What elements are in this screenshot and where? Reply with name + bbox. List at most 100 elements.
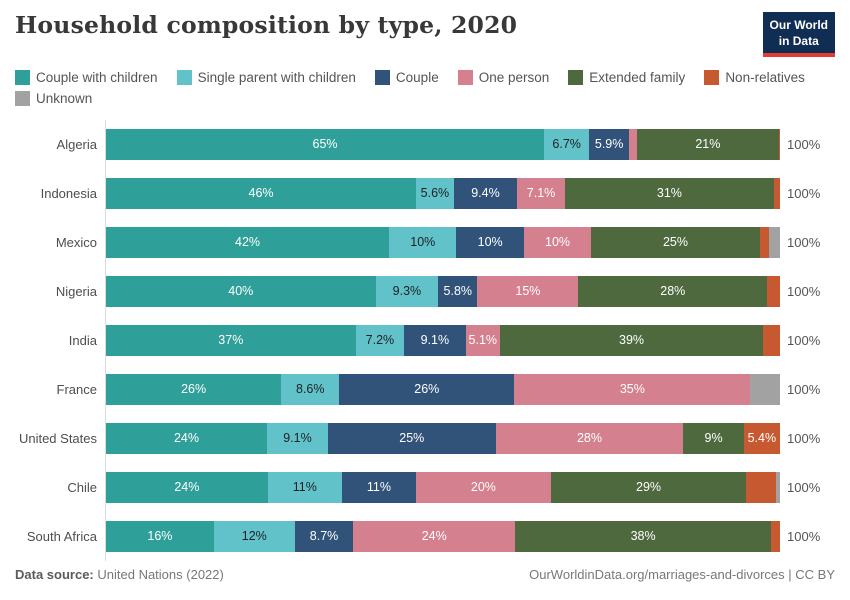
bar-segment-couple[interactable]: 9.4% bbox=[453, 178, 518, 210]
bar-segment-couple-with-children[interactable]: 65% bbox=[106, 129, 545, 161]
segment-value-label: 46% bbox=[248, 186, 274, 201]
bar-segment-single-parent-with-children[interactable]: 10% bbox=[389, 227, 457, 259]
bar-segment-extended-family[interactable]: 29% bbox=[550, 472, 747, 504]
segment-value-label: 9% bbox=[704, 431, 723, 446]
bar-segment-one-person[interactable]: 20% bbox=[416, 472, 551, 504]
legend-item-label: One person bbox=[478, 70, 550, 86]
bar-segment-non-relatives[interactable] bbox=[763, 325, 780, 357]
chart-row: Mexico 42% 10% 10% 10% 25% 100% bbox=[15, 218, 835, 268]
bar-segment-one-person[interactable]: 5.1% bbox=[465, 325, 500, 357]
stacked-bar: 16% 12% 8.7% 24% 38% bbox=[106, 521, 780, 553]
chart-row: France 26% 8.6% 26% 35% 100% bbox=[15, 365, 835, 415]
chart-row: Algeria 65% 6.7% 5.9% 21% 100% bbox=[15, 120, 835, 170]
bar-segment-non-relatives[interactable] bbox=[771, 521, 780, 553]
stacked-bar: 46% 5.6% 9.4% 7.1% 31% bbox=[106, 178, 780, 210]
bar-segment-single-parent-with-children[interactable]: 11% bbox=[267, 472, 342, 504]
total-label: 100% bbox=[787, 480, 821, 496]
owid-logo-line2: in Data bbox=[778, 33, 819, 48]
segment-value-label: 16% bbox=[147, 529, 173, 544]
bar-segment-non-relatives[interactable] bbox=[759, 227, 769, 259]
segment-value-label: 5.9% bbox=[594, 137, 624, 152]
bar-segment-non-relatives[interactable] bbox=[767, 276, 780, 308]
segment-value-label: 7.1% bbox=[526, 186, 556, 201]
bar-segment-non-relatives[interactable]: 5.4% bbox=[743, 423, 780, 455]
bar-segment-single-parent-with-children[interactable]: 6.7% bbox=[544, 129, 590, 161]
bar-segment-couple[interactable]: 9.1% bbox=[404, 325, 466, 357]
bar-segment-couple-with-children[interactable]: 26% bbox=[106, 374, 282, 406]
bar-segment-couple[interactable]: 26% bbox=[339, 374, 515, 406]
bar-segment-couple-with-children[interactable]: 24% bbox=[106, 423, 267, 455]
bar-segment-non-relatives[interactable] bbox=[746, 472, 776, 504]
legend-swatch-icon bbox=[15, 70, 30, 86]
bar-segment-couple-with-children[interactable]: 16% bbox=[106, 521, 214, 553]
bar-segment-extended-family[interactable]: 38% bbox=[515, 521, 772, 553]
bar-segment-single-parent-with-children[interactable]: 8.6% bbox=[281, 374, 340, 406]
bar-segment-one-person[interactable]: 35% bbox=[514, 374, 751, 406]
bar-segment-one-person[interactable] bbox=[629, 129, 638, 161]
bar-segment-extended-family[interactable]: 28% bbox=[578, 276, 768, 308]
stacked-bar: 42% 10% 10% 10% 25% bbox=[106, 227, 780, 259]
total-label: 100% bbox=[787, 284, 821, 300]
bar-segment-couple[interactable]: 25% bbox=[327, 423, 496, 455]
bar-segment-couple[interactable]: 5.9% bbox=[589, 129, 630, 161]
bar-segment-single-parent-with-children[interactable]: 9.1% bbox=[266, 423, 328, 455]
country-label: Indonesia bbox=[40, 186, 97, 202]
bar-segment-one-person[interactable]: 15% bbox=[477, 276, 579, 308]
bar-segment-unknown[interactable] bbox=[750, 374, 780, 406]
segment-value-label: 10% bbox=[477, 235, 503, 250]
country-label: France bbox=[56, 382, 97, 398]
segment-value-label: 10% bbox=[410, 235, 436, 250]
bar-segment-couple-with-children[interactable]: 42% bbox=[106, 227, 390, 259]
bar-segment-unknown[interactable] bbox=[768, 227, 780, 259]
bar-segment-couple[interactable]: 5.8% bbox=[438, 276, 478, 308]
bar-segment-single-parent-with-children[interactable]: 7.2% bbox=[355, 325, 405, 357]
segment-value-label: 8.7% bbox=[309, 529, 339, 544]
bar-segment-extended-family[interactable]: 39% bbox=[499, 325, 764, 357]
bar-segment-extended-family[interactable]: 9% bbox=[683, 423, 744, 455]
bar-segment-couple[interactable]: 10% bbox=[456, 227, 524, 259]
legend-swatch-icon bbox=[176, 70, 192, 86]
bar-segment-extended-family[interactable]: 25% bbox=[591, 227, 760, 259]
segment-value-label: 9.1% bbox=[420, 333, 450, 348]
segment-value-label: 24% bbox=[173, 431, 199, 446]
segment-value-label: 9.3% bbox=[392, 284, 422, 299]
bar-segment-one-person[interactable]: 7.1% bbox=[517, 178, 565, 210]
bar-segment-couple[interactable]: 11% bbox=[341, 472, 416, 504]
segment-value-label: 10% bbox=[545, 235, 571, 250]
bar-segment-couple[interactable]: 8.7% bbox=[294, 521, 354, 553]
segment-value-label: 28% bbox=[576, 431, 603, 446]
bar-segment-single-parent-with-children[interactable]: 9.3% bbox=[375, 276, 439, 308]
credit-link[interactable]: OurWorldinData.org/marriages-and-divorce… bbox=[529, 567, 835, 582]
segment-value-label: 42% bbox=[235, 235, 261, 250]
segment-value-label: 28% bbox=[660, 284, 686, 299]
bar-segment-couple-with-children[interactable]: 40% bbox=[106, 276, 376, 308]
bar-segment-extended-family[interactable]: 21% bbox=[637, 129, 779, 161]
bar-segment-one-person[interactable]: 24% bbox=[353, 521, 516, 553]
legend-item-non-relatives: Non-relatives bbox=[704, 70, 805, 86]
bar-segment-single-parent-with-children[interactable]: 5.6% bbox=[416, 178, 454, 210]
bar-segment-single-parent-with-children[interactable]: 12% bbox=[213, 521, 295, 553]
country-label: South Africa bbox=[26, 529, 97, 545]
segment-value-label: 9.1% bbox=[283, 431, 312, 446]
bar-segment-couple-with-children[interactable]: 24% bbox=[106, 472, 268, 504]
segment-value-label: 35% bbox=[619, 382, 645, 397]
bar-segment-couple-with-children[interactable]: 37% bbox=[106, 325, 356, 357]
total-label: 100% bbox=[787, 137, 821, 153]
total-label: 100% bbox=[787, 186, 821, 202]
bar-segment-non-relatives[interactable] bbox=[773, 178, 780, 210]
total-label: 100% bbox=[787, 529, 821, 545]
legend-swatch-icon bbox=[374, 70, 390, 86]
segment-value-label: 11% bbox=[292, 480, 317, 495]
bar-segment-non-relatives[interactable] bbox=[778, 129, 780, 161]
bar-segment-one-person[interactable]: 10% bbox=[523, 227, 592, 259]
bar-segment-one-person[interactable]: 28% bbox=[495, 423, 684, 455]
bar-track: 65% 6.7% 5.9% 21% bbox=[105, 120, 780, 170]
owid-logo[interactable]: Our World in Data bbox=[762, 12, 835, 58]
bar-segment-couple-with-children[interactable]: 46% bbox=[106, 178, 417, 210]
bar-segment-extended-family[interactable]: 31% bbox=[564, 178, 774, 210]
total-label: 100% bbox=[787, 235, 821, 251]
segment-value-label: 5.6% bbox=[420, 186, 450, 201]
chart-row: India 37% 7.2% 9.1% 5.1% 39% 100% bbox=[15, 316, 835, 366]
legend-swatch-icon bbox=[457, 70, 473, 86]
bar-segment-unknown[interactable] bbox=[775, 472, 780, 504]
